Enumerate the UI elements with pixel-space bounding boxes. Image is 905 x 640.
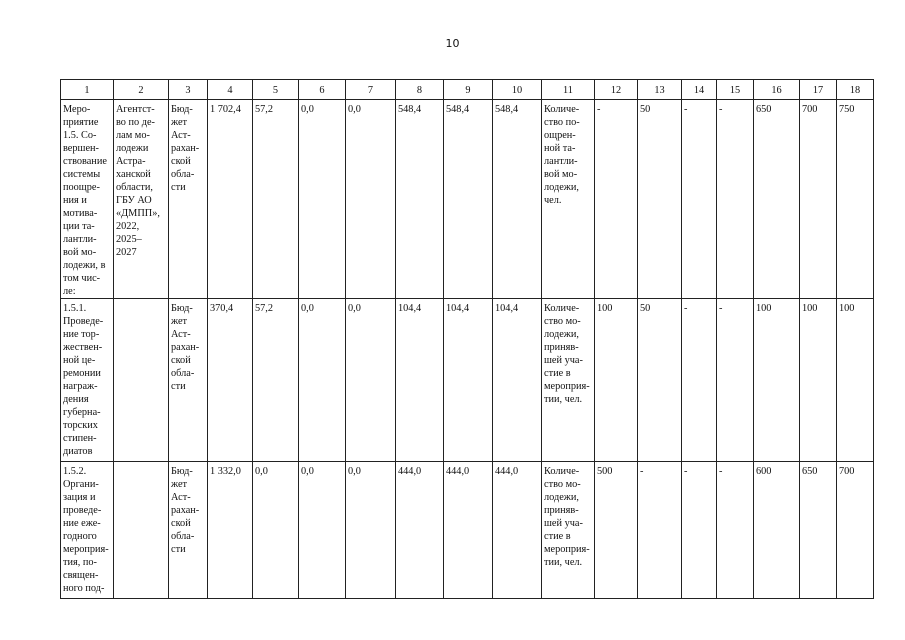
column-number: 9 [443, 79, 493, 100]
table-cell: Количе- ство по- ощрен- ной та- лантли- … [541, 99, 595, 299]
table-cell: Бюд- жет Аст- рахан- ской обла- сти [168, 461, 208, 599]
column-number: 3 [168, 79, 208, 100]
column-number: 4 [207, 79, 253, 100]
table-cell: - [716, 461, 754, 599]
table-cell: - [716, 99, 754, 299]
table-cell: 750 [836, 99, 874, 299]
table-cell: 548,4 [492, 99, 542, 299]
column-number: 10 [492, 79, 542, 100]
table-cell: 548,4 [395, 99, 444, 299]
table-cell: 104,4 [395, 298, 444, 462]
column-number: 16 [753, 79, 800, 100]
table-cell: 0,0 [298, 298, 346, 462]
table-cell: 50 [637, 298, 682, 462]
table-cell: 650 [799, 461, 837, 599]
data-table: 1 2 3 4 5 6 7 8 9 10 11 12 13 14 15 16 17 18 Меро- приятие… [60, 79, 874, 599]
table-row: 1.5.2. Органи- зация и проведе- ние еже-… [60, 461, 874, 599]
table-cell: 104,4 [492, 298, 542, 462]
table-cell: 104,4 [443, 298, 493, 462]
table-cell: - [637, 461, 682, 599]
column-number: 7 [345, 79, 396, 100]
table-cell: 100 [594, 298, 638, 462]
table-cell: 1 332,0 [207, 461, 253, 599]
page-number: 10 [445, 37, 460, 50]
table-cell: 57,2 [252, 298, 299, 462]
table-cell: Агентст- во по де- лам мо- лодежи Астра-… [113, 99, 169, 299]
table-cell: 0,0 [345, 461, 396, 599]
table-cell: 650 [753, 99, 800, 299]
table-cell: - [681, 461, 717, 599]
table-cell: 700 [836, 461, 874, 599]
table-cell: 50 [637, 99, 682, 299]
table-cell: Количе- ство мо- лодежи, приняв- шей уча… [541, 298, 595, 462]
table-row: Меро- приятие 1.5. Со- вершен- ствование… [60, 99, 874, 299]
table-cell: 444,0 [443, 461, 493, 599]
table-cell: 0,0 [252, 461, 299, 599]
column-number: 12 [594, 79, 638, 100]
table-cell: 100 [753, 298, 800, 462]
column-number: 2 [113, 79, 169, 100]
table-cell: 444,0 [492, 461, 542, 599]
column-number: 6 [298, 79, 346, 100]
column-number: 14 [681, 79, 717, 100]
table-cell: Количе- ство мо- лодежи, приняв- шей уча… [541, 461, 595, 599]
table-cell: Меро- приятие 1.5. Со- вершен- ствование… [60, 99, 114, 299]
column-number: 13 [637, 79, 682, 100]
table-cell: 100 [799, 298, 837, 462]
column-number: 18 [836, 79, 874, 100]
column-number: 15 [716, 79, 754, 100]
table-cell: 1.5.2. Органи- зация и проведе- ние еже-… [60, 461, 114, 599]
table-cell: 700 [799, 99, 837, 299]
table-cell: - [681, 99, 717, 299]
table-cell: - [681, 298, 717, 462]
table-cell: 0,0 [298, 99, 346, 299]
column-number: 8 [395, 79, 444, 100]
column-number: 1 [60, 79, 114, 100]
table-cell: Бюд- жет Аст- рахан- ской обла- сти [168, 298, 208, 462]
table-cell: 370,4 [207, 298, 253, 462]
table-cell: 1.5.1. Проведе- ние тор- жествен- ной це… [60, 298, 114, 462]
column-number: 17 [799, 79, 837, 100]
table-cell: 600 [753, 461, 800, 599]
table-row: 1.5.1. Проведе- ние тор- жествен- ной це… [60, 298, 874, 462]
table-cell: - [716, 298, 754, 462]
table-cell: 57,2 [252, 99, 299, 299]
table-cell: 444,0 [395, 461, 444, 599]
table-cell [113, 461, 169, 599]
table-cell: 0,0 [298, 461, 346, 599]
table-cell: 548,4 [443, 99, 493, 299]
column-number: 5 [252, 79, 299, 100]
table-cell: Бюд- жет Аст- рахан- ской обла- сти [168, 99, 208, 299]
table-cell [113, 298, 169, 462]
header-row: 1 2 3 4 5 6 7 8 9 10 11 12 13 14 15 16 17 18 [60, 79, 874, 100]
table-cell: 100 [836, 298, 874, 462]
table-cell: 0,0 [345, 99, 396, 299]
table-cell: 0,0 [345, 298, 396, 462]
table-cell: - [594, 99, 638, 299]
table-cell: 1 702,4 [207, 99, 253, 299]
column-number: 11 [541, 79, 595, 100]
table-cell: 500 [594, 461, 638, 599]
